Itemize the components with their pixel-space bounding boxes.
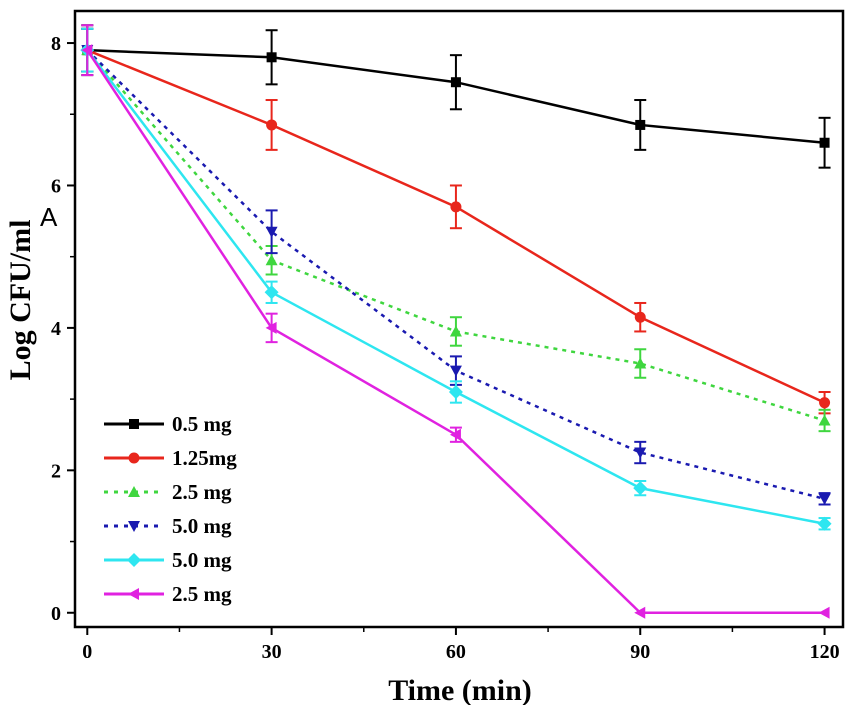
y-axis-title: Log CFU/ml: [4, 220, 37, 381]
legend-label: 5.0 mg: [172, 548, 232, 572]
data-point: [448, 384, 463, 399]
legend-label: 1.25mg: [172, 446, 237, 470]
data-point: [819, 137, 830, 148]
data-point: [266, 119, 278, 131]
legend-marker: [127, 553, 141, 567]
plot-frame: [73, 9, 845, 629]
legend-item: 5.0 mg: [104, 514, 232, 538]
data-point: [818, 606, 830, 619]
x-tick-label: 60: [446, 641, 466, 663]
legend-item: 5.0 mg: [104, 548, 232, 572]
legend-marker: [129, 419, 139, 429]
panel-letter: A: [40, 202, 58, 232]
axis-ticks: 0 30 60 90 120 0 2 4 6 8: [51, 33, 840, 663]
data-point: [634, 606, 646, 619]
legend-label: 0.5 mg: [172, 412, 232, 436]
legend-marker: [128, 588, 139, 600]
data-point: [449, 325, 462, 337]
legend-marker: [128, 452, 140, 464]
data-point: [81, 44, 93, 57]
y-tick-label: 4: [51, 318, 61, 340]
x-tick-label: 0: [82, 641, 92, 663]
data-point: [449, 428, 461, 441]
legend-item: 1.25mg: [104, 446, 237, 470]
x-tick-label: 30: [262, 641, 282, 663]
data-point: [634, 447, 647, 459]
data-point: [450, 201, 462, 213]
x-tick-label: 90: [630, 641, 650, 663]
x-axis-title: Time (min): [388, 674, 532, 705]
legend-label: 2.5 mg: [172, 480, 232, 504]
data-point: [265, 254, 278, 266]
data-point: [450, 77, 461, 88]
data-point: [634, 311, 646, 323]
data-point: [265, 321, 277, 334]
plot-border: [73, 9, 845, 629]
legend: 0.5 mg 1.25mg 2.5 mg 5.0 mg 5.0 mg 2.5 mg: [104, 412, 237, 606]
legend-item: 2.5 mg: [104, 582, 232, 606]
data-point: [266, 52, 277, 63]
legend-marker: [128, 486, 140, 497]
legend-item: 2.5 mg: [104, 480, 232, 504]
y-tick-label: 2: [51, 460, 61, 482]
data-point: [818, 493, 831, 505]
series-layer: [80, 24, 832, 619]
data-point: [634, 357, 647, 369]
data-point: [449, 365, 462, 377]
legend-item: 0.5 mg: [104, 412, 232, 436]
data-point: [264, 285, 279, 300]
data-point: [633, 481, 648, 496]
series-1: [81, 24, 831, 169]
x-tick-label: 120: [810, 641, 840, 663]
legend-label: 5.0 mg: [172, 514, 232, 538]
legend-label: 2.5 mg: [172, 582, 232, 606]
y-tick-label: 0: [51, 603, 61, 625]
y-tick-label: 8: [51, 33, 61, 55]
legend-marker: [128, 521, 140, 532]
y-tick-label: 6: [51, 175, 61, 197]
data-point: [819, 397, 831, 409]
series-6: [81, 24, 830, 619]
data-point: [265, 226, 278, 238]
data-point: [818, 414, 831, 426]
data-point: [817, 516, 832, 531]
data-point: [635, 119, 646, 130]
